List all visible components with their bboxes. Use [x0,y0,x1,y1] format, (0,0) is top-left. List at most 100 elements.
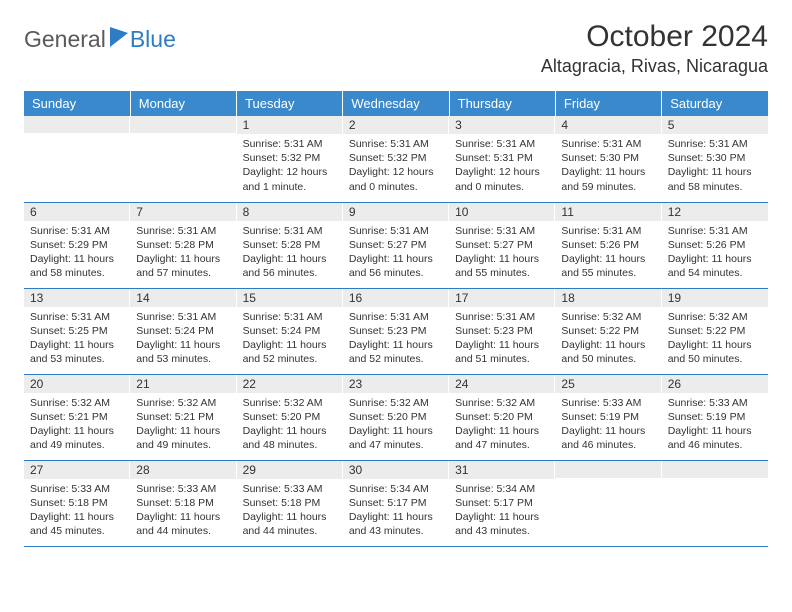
day-details: Sunrise: 5:32 AMSunset: 5:20 PMDaylight:… [449,393,555,457]
calendar-day-cell: 9Sunrise: 5:31 AMSunset: 5:27 PMDaylight… [343,202,449,288]
day-details: Sunrise: 5:31 AMSunset: 5:23 PMDaylight:… [343,307,449,371]
calendar-page: General Blue October 2024 Altagracia, Ri… [0,0,792,567]
day-number: 4 [555,116,661,134]
day-details: Sunrise: 5:31 AMSunset: 5:24 PMDaylight:… [237,307,343,371]
day-details: Sunrise: 5:31 AMSunset: 5:29 PMDaylight:… [24,221,130,285]
calendar-day-cell: 5Sunrise: 5:31 AMSunset: 5:30 PMDaylight… [662,116,768,202]
day-number: 24 [449,375,555,393]
day-number: 8 [237,203,343,221]
day-details: Sunrise: 5:31 AMSunset: 5:32 PMDaylight:… [343,134,449,198]
day-number: 21 [130,375,236,393]
calendar-day-cell: 17Sunrise: 5:31 AMSunset: 5:23 PMDayligh… [449,288,555,374]
calendar-day-cell: 28Sunrise: 5:33 AMSunset: 5:18 PMDayligh… [130,460,236,546]
day-number [24,116,130,133]
calendar-week-row: 20Sunrise: 5:32 AMSunset: 5:21 PMDayligh… [24,374,768,460]
calendar-day-cell: 1Sunrise: 5:31 AMSunset: 5:32 PMDaylight… [237,116,343,202]
calendar-day-cell: 10Sunrise: 5:31 AMSunset: 5:27 PMDayligh… [449,202,555,288]
calendar-day-cell: 21Sunrise: 5:32 AMSunset: 5:21 PMDayligh… [130,374,236,460]
calendar-day-cell: 16Sunrise: 5:31 AMSunset: 5:23 PMDayligh… [343,288,449,374]
calendar-day-cell: 27Sunrise: 5:33 AMSunset: 5:18 PMDayligh… [24,460,130,546]
day-details: Sunrise: 5:32 AMSunset: 5:21 PMDaylight:… [130,393,236,457]
day-number: 20 [24,375,130,393]
calendar-day-cell: 30Sunrise: 5:34 AMSunset: 5:17 PMDayligh… [343,460,449,546]
location-subtitle: Altagracia, Rivas, Nicaragua [541,56,768,77]
header: General Blue October 2024 Altagracia, Ri… [24,20,768,77]
day-number: 1 [237,116,343,134]
day-details: Sunrise: 5:33 AMSunset: 5:18 PMDaylight:… [130,479,236,543]
day-number: 23 [343,375,449,393]
day-details: Sunrise: 5:31 AMSunset: 5:26 PMDaylight:… [555,221,661,285]
calendar-day-cell: 29Sunrise: 5:33 AMSunset: 5:18 PMDayligh… [237,460,343,546]
calendar-day-cell [662,460,768,546]
day-details: Sunrise: 5:31 AMSunset: 5:31 PMDaylight:… [449,134,555,198]
day-number: 18 [555,289,661,307]
calendar-day-cell [555,460,661,546]
day-number: 2 [343,116,449,134]
calendar-day-cell [130,116,236,202]
logo-text-blue: Blue [130,26,176,53]
day-number: 3 [449,116,555,134]
day-header: Saturday [662,91,768,116]
day-header: Thursday [449,91,555,116]
day-details: Sunrise: 5:31 AMSunset: 5:30 PMDaylight:… [662,134,768,198]
day-details: Sunrise: 5:31 AMSunset: 5:26 PMDaylight:… [662,221,768,285]
day-number: 31 [449,461,555,479]
calendar-day-cell: 7Sunrise: 5:31 AMSunset: 5:28 PMDaylight… [130,202,236,288]
day-number: 7 [130,203,236,221]
day-details: Sunrise: 5:31 AMSunset: 5:28 PMDaylight:… [130,221,236,285]
logo-text-gray: General [24,26,106,53]
calendar-day-cell: 3Sunrise: 5:31 AMSunset: 5:31 PMDaylight… [449,116,555,202]
day-number: 6 [24,203,130,221]
calendar-day-cell: 15Sunrise: 5:31 AMSunset: 5:24 PMDayligh… [237,288,343,374]
month-title: October 2024 [541,20,768,54]
day-header: Sunday [24,91,130,116]
day-details: Sunrise: 5:33 AMSunset: 5:18 PMDaylight:… [237,479,343,543]
day-details: Sunrise: 5:31 AMSunset: 5:24 PMDaylight:… [130,307,236,371]
calendar-body: 1Sunrise: 5:31 AMSunset: 5:32 PMDaylight… [24,116,768,546]
calendar-day-cell: 18Sunrise: 5:32 AMSunset: 5:22 PMDayligh… [555,288,661,374]
day-header: Friday [555,91,661,116]
calendar-day-cell: 26Sunrise: 5:33 AMSunset: 5:19 PMDayligh… [662,374,768,460]
day-details: Sunrise: 5:32 AMSunset: 5:20 PMDaylight:… [237,393,343,457]
day-details: Sunrise: 5:31 AMSunset: 5:23 PMDaylight:… [449,307,555,371]
calendar-week-row: 27Sunrise: 5:33 AMSunset: 5:18 PMDayligh… [24,460,768,546]
calendar-day-cell: 14Sunrise: 5:31 AMSunset: 5:24 PMDayligh… [130,288,236,374]
day-details: Sunrise: 5:32 AMSunset: 5:22 PMDaylight:… [555,307,661,371]
day-details: Sunrise: 5:31 AMSunset: 5:28 PMDaylight:… [237,221,343,285]
day-header: Tuesday [237,91,343,116]
day-details: Sunrise: 5:31 AMSunset: 5:27 PMDaylight:… [449,221,555,285]
day-details: Sunrise: 5:32 AMSunset: 5:20 PMDaylight:… [343,393,449,457]
calendar-week-row: 13Sunrise: 5:31 AMSunset: 5:25 PMDayligh… [24,288,768,374]
day-number: 9 [343,203,449,221]
day-number: 25 [555,375,661,393]
title-block: October 2024 Altagracia, Rivas, Nicaragu… [541,20,768,77]
day-details: Sunrise: 5:31 AMSunset: 5:30 PMDaylight:… [555,134,661,198]
calendar-day-cell: 31Sunrise: 5:34 AMSunset: 5:17 PMDayligh… [449,460,555,546]
calendar-day-cell: 6Sunrise: 5:31 AMSunset: 5:29 PMDaylight… [24,202,130,288]
day-details: Sunrise: 5:33 AMSunset: 5:19 PMDaylight:… [555,393,661,457]
calendar-day-cell: 23Sunrise: 5:32 AMSunset: 5:20 PMDayligh… [343,374,449,460]
calendar-day-cell: 22Sunrise: 5:32 AMSunset: 5:20 PMDayligh… [237,374,343,460]
day-number: 15 [237,289,343,307]
day-number [555,461,661,478]
day-number [130,116,236,133]
calendar-day-cell: 4Sunrise: 5:31 AMSunset: 5:30 PMDaylight… [555,116,661,202]
day-details: Sunrise: 5:32 AMSunset: 5:21 PMDaylight:… [24,393,130,457]
logo-triangle-icon [110,27,128,47]
calendar-day-cell: 24Sunrise: 5:32 AMSunset: 5:20 PMDayligh… [449,374,555,460]
day-number: 30 [343,461,449,479]
day-number: 13 [24,289,130,307]
day-number: 14 [130,289,236,307]
day-number: 26 [662,375,768,393]
calendar-day-cell: 12Sunrise: 5:31 AMSunset: 5:26 PMDayligh… [662,202,768,288]
day-number: 11 [555,203,661,221]
day-number: 10 [449,203,555,221]
calendar-day-cell: 8Sunrise: 5:31 AMSunset: 5:28 PMDaylight… [237,202,343,288]
calendar-table: SundayMondayTuesdayWednesdayThursdayFrid… [24,91,768,547]
calendar-day-cell: 20Sunrise: 5:32 AMSunset: 5:21 PMDayligh… [24,374,130,460]
day-number: 16 [343,289,449,307]
calendar-week-row: 6Sunrise: 5:31 AMSunset: 5:29 PMDaylight… [24,202,768,288]
calendar-day-cell: 19Sunrise: 5:32 AMSunset: 5:22 PMDayligh… [662,288,768,374]
day-number: 5 [662,116,768,134]
day-details: Sunrise: 5:34 AMSunset: 5:17 PMDaylight:… [449,479,555,543]
